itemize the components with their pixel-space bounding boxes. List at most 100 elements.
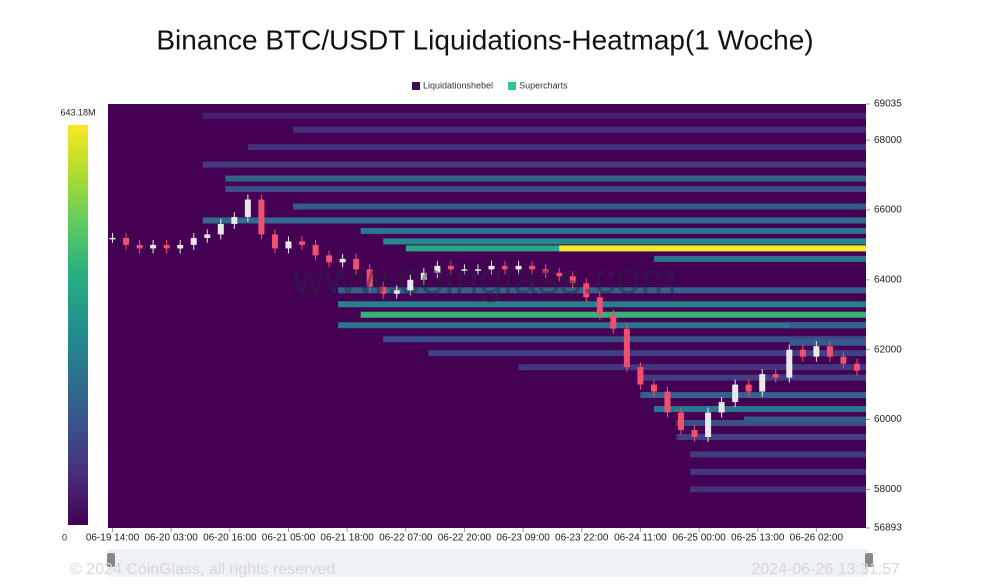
candle — [745, 384, 752, 392]
scroll-handle[interactable] — [107, 553, 115, 567]
heat-cell — [202, 112, 866, 119]
x-tick-label: 06-21 05:00 — [262, 533, 316, 544]
y-tick-label: 62000 — [874, 344, 902, 355]
heat-cell — [225, 175, 867, 182]
x-tick-label: 06-20 16:00 — [203, 533, 257, 544]
candle — [569, 276, 576, 284]
heat-cell — [292, 203, 866, 210]
heat-cell — [690, 451, 866, 458]
heat-cell — [292, 126, 866, 133]
candle — [447, 265, 454, 270]
plot-area: www.coinglass.com — [108, 104, 867, 528]
candle — [786, 349, 793, 378]
y-tick-label: 58000 — [874, 484, 902, 495]
candle — [502, 265, 509, 270]
x-tick-label: 06-26 02:00 — [790, 533, 844, 544]
heat-cell — [338, 322, 866, 329]
y-tick-label: 68000 — [874, 135, 902, 146]
candle — [339, 258, 346, 263]
candle — [474, 269, 481, 271]
candle — [109, 237, 116, 240]
candle — [123, 237, 130, 245]
candle — [813, 346, 820, 357]
heat-cell — [653, 255, 866, 262]
candle — [231, 216, 238, 224]
heat-cell — [338, 287, 866, 294]
candle — [420, 272, 427, 280]
y-tick-label: 66000 — [874, 205, 902, 216]
y-tick-label: 60000 — [874, 414, 902, 425]
heat-cell — [559, 245, 866, 252]
x-tick-label: 06-19 14:00 — [86, 533, 140, 544]
candle — [556, 272, 563, 277]
scrollbar[interactable] — [108, 549, 868, 577]
candle — [488, 265, 495, 270]
candle — [705, 412, 712, 437]
x-tick-label: 06-22 07:00 — [379, 533, 433, 544]
candle — [840, 356, 847, 364]
candle — [299, 241, 306, 245]
candle — [623, 328, 630, 368]
candle — [150, 244, 157, 249]
candle — [366, 269, 373, 287]
heat-cell — [428, 350, 866, 357]
candle — [826, 346, 833, 357]
heat-cell — [518, 364, 866, 371]
heat-cell — [225, 186, 867, 193]
legend-swatch — [412, 82, 420, 90]
candle — [326, 255, 333, 263]
candle — [407, 279, 414, 291]
candle — [759, 374, 766, 392]
candle — [664, 391, 671, 413]
candle — [434, 265, 441, 273]
candle — [718, 402, 725, 413]
legend-label: Liquidationshebel — [423, 80, 493, 90]
watermark: www.coinglass.com — [292, 255, 677, 304]
candle — [204, 234, 211, 238]
heat-cell — [690, 468, 866, 475]
copyright: © 2024 CoinGlass, all rights reserved — [70, 561, 335, 578]
heat-cell — [676, 433, 866, 440]
candle — [461, 269, 468, 271]
candle — [515, 265, 522, 270]
candle — [691, 429, 698, 437]
x-tick-label: 06-24 11:00 — [614, 533, 667, 544]
x-tick-label: 06-22 20:00 — [438, 533, 492, 544]
x-tick-label: 06-25 13:00 — [731, 533, 785, 544]
candle — [177, 244, 184, 249]
candle — [853, 363, 860, 371]
candle — [637, 367, 644, 385]
scroll-handle[interactable] — [865, 553, 873, 567]
chart-title: Binance BTC/USDT Liquidations-Heatmap(1 … — [156, 24, 813, 55]
y-tick-label: 69035 — [874, 99, 902, 110]
heat-cell — [640, 392, 866, 399]
x-tick-label: 06-21 18:00 — [320, 533, 374, 544]
candle — [353, 258, 360, 270]
candle — [583, 283, 590, 298]
x-tick-label: 06-23 09:00 — [496, 533, 550, 544]
x-tick-label: 06-23 22:00 — [555, 533, 609, 544]
heat-cell — [676, 419, 866, 426]
candle — [271, 234, 278, 249]
candle — [732, 384, 739, 403]
legend-label: Supercharts — [519, 80, 568, 90]
candle — [678, 412, 685, 430]
candle — [772, 374, 779, 378]
candle — [163, 244, 170, 249]
candle — [190, 237, 197, 245]
heat-cell — [744, 416, 866, 423]
heat-cell — [202, 161, 866, 168]
colorbar-min-label: 0 — [62, 532, 67, 542]
x-tick-label: 06-20 03:00 — [144, 533, 198, 544]
heat-cell — [789, 322, 866, 329]
heat-cell — [653, 406, 866, 413]
heat-cell — [640, 374, 866, 381]
candle — [610, 314, 617, 329]
y-tick-label: 56893 — [874, 523, 902, 534]
candle — [285, 241, 292, 249]
candle — [380, 286, 387, 294]
candle — [596, 297, 603, 315]
heat-cell — [789, 339, 866, 346]
colorbar-max-label: 643.18M — [60, 107, 95, 117]
